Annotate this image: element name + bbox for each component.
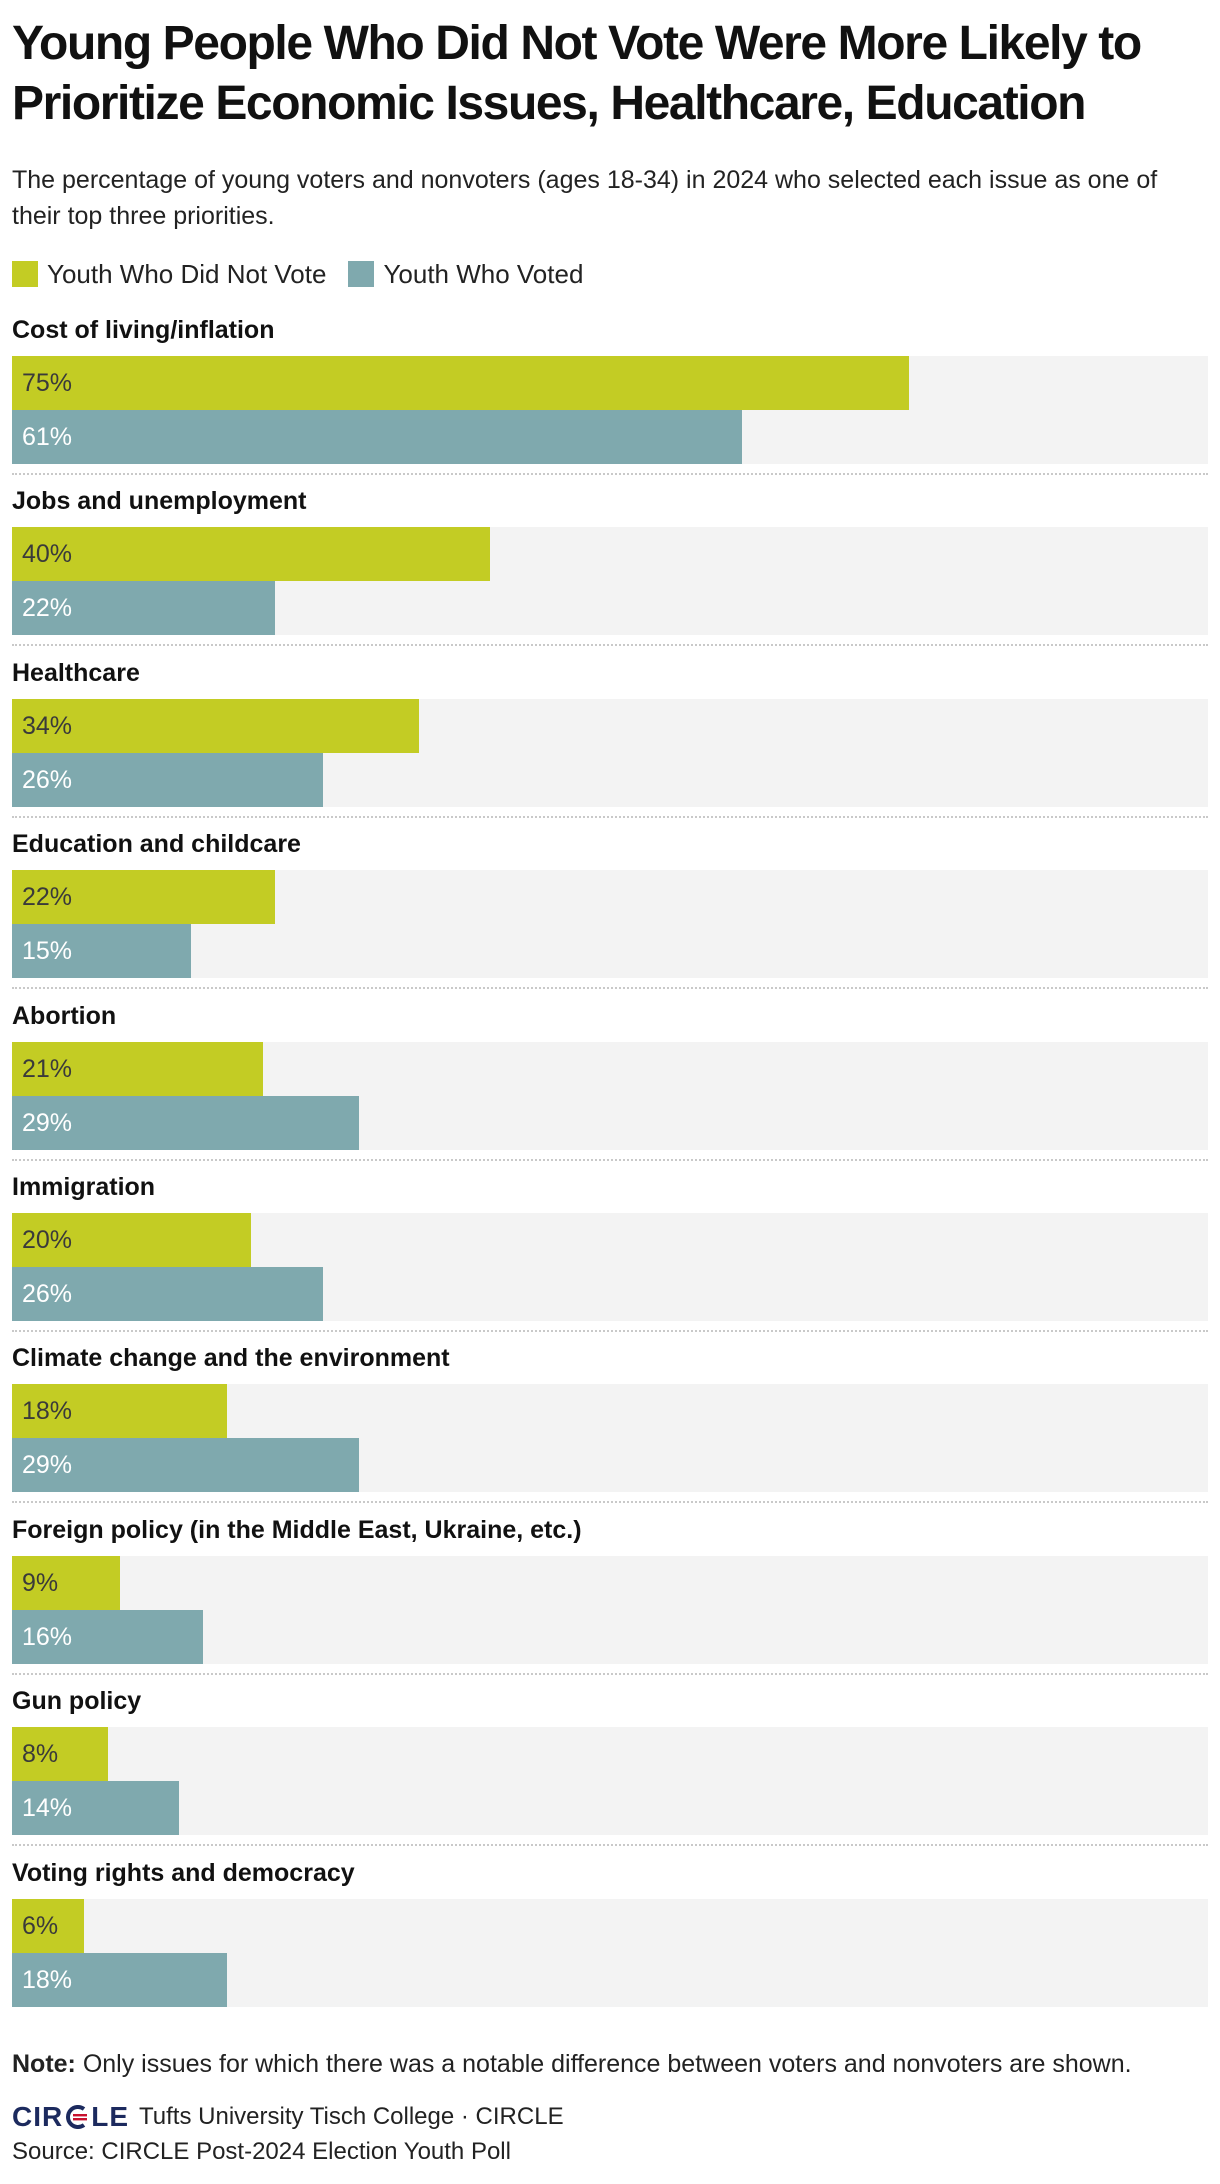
data-label-voters-climate-change-and-the-environment: 29% bbox=[22, 1451, 73, 1479]
bar-track-gun-policy: 8% 14% bbox=[12, 1727, 1208, 1835]
bar-nonvoters-immigration bbox=[12, 1213, 252, 1267]
data-label-nonvoters-gun-policy: 8% bbox=[22, 1740, 59, 1768]
category-label-cost-of-living-inflation: Cost of living/inflation bbox=[12, 316, 275, 344]
legend-label-voters: Youth Who Voted bbox=[383, 258, 584, 289]
category-label-immigration: Immigration bbox=[12, 1173, 156, 1201]
group-divider bbox=[12, 816, 1208, 818]
organization-credit: CIR LE Tufts University Tisch College · … bbox=[12, 2100, 564, 2134]
logo-text-left: CIR bbox=[12, 2101, 64, 2132]
bar-voters-jobs-and-unemployment bbox=[12, 581, 276, 635]
bar-nonvoters-education-and-childcare bbox=[12, 870, 276, 924]
source-line: Source: CIRCLE Post-2024 Election Youth … bbox=[12, 2138, 511, 2165]
bar-voters-healthcare bbox=[12, 753, 323, 807]
logo-text-right: LE bbox=[91, 2101, 130, 2132]
data-label-voters-education-and-childcare: 15% bbox=[22, 937, 73, 965]
bar-voters-gun-policy bbox=[12, 1781, 180, 1835]
bar-nonvoters-healthcare bbox=[12, 699, 419, 753]
category-label-climate-change-and-the-environment: Climate change and the environment bbox=[12, 1344, 450, 1372]
bar-track-foreign-policy-in-the-middle-east-ukraine-etc: 9% 16% bbox=[12, 1556, 1208, 1664]
data-label-nonvoters-abortion: 21% bbox=[22, 1055, 73, 1083]
data-label-voters-abortion: 29% bbox=[22, 1109, 73, 1137]
legend-swatch-voters bbox=[348, 261, 375, 287]
bar-voters-climate-change-and-the-environment bbox=[12, 1438, 359, 1492]
bar-voters-abortion bbox=[12, 1096, 359, 1150]
category-label-gun-policy: Gun policy bbox=[12, 1687, 142, 1715]
data-label-nonvoters-immigration: 20% bbox=[22, 1226, 73, 1254]
bar-track-climate-change-and-the-environment: 18% 29% bbox=[12, 1384, 1208, 1492]
category-label-healthcare: Healthcare bbox=[12, 659, 140, 687]
bar-track-abortion: 21% 29% bbox=[12, 1042, 1208, 1150]
group-divider bbox=[12, 1330, 1208, 1332]
data-label-voters-immigration: 26% bbox=[22, 1280, 73, 1308]
bar-voters-immigration bbox=[12, 1267, 323, 1321]
bar-track-education-and-childcare: 22% 15% bbox=[12, 870, 1208, 978]
group-divider bbox=[12, 1673, 1208, 1675]
logo-mark-icon bbox=[66, 2105, 88, 2129]
bar-voters-voting-rights-and-democracy bbox=[12, 1953, 228, 2007]
bar-track-cost-of-living-inflation: 75% 61% bbox=[12, 356, 1208, 464]
legend-item-nonvoters: Youth Who Did Not Vote bbox=[12, 259, 326, 290]
data-label-voters-voting-rights-and-democracy: 18% bbox=[22, 1966, 73, 1994]
data-label-nonvoters-foreign-policy-in-the-middle-east-ukraine-etc: 9% bbox=[22, 1569, 59, 1597]
chart-title: Young People Who Did Not Vote Were More … bbox=[12, 17, 1142, 130]
bar-voters-education-and-childcare bbox=[12, 924, 192, 978]
category-label-education-and-childcare: Education and childcare bbox=[12, 830, 301, 858]
group-divider bbox=[12, 644, 1208, 646]
group-divider bbox=[12, 1844, 1208, 1846]
category-label-foreign-policy-in-the-middle-east-ukraine-etc: Foreign policy (in the Middle East, Ukra… bbox=[12, 1516, 582, 1544]
organization-name: Tufts University Tisch College · CIRCLE bbox=[139, 2103, 564, 2130]
note-label: Note: bbox=[12, 2050, 76, 2078]
category-label-voting-rights-and-democracy: Voting rights and democracy bbox=[12, 1859, 355, 1887]
data-label-voters-cost-of-living-inflation: 61% bbox=[22, 423, 73, 451]
bar-nonvoters-abortion bbox=[12, 1042, 264, 1096]
data-label-voters-healthcare: 26% bbox=[22, 766, 73, 794]
circle-logo: CIR LE bbox=[12, 2101, 129, 2133]
bar-voters-foreign-policy-in-the-middle-east-ukraine-etc bbox=[12, 1610, 204, 1664]
data-label-nonvoters-jobs-and-unemployment: 40% bbox=[22, 540, 73, 568]
bar-voters-cost-of-living-inflation bbox=[12, 410, 742, 464]
bar-nonvoters-gun-policy bbox=[12, 1727, 108, 1781]
data-label-nonvoters-climate-change-and-the-environment: 18% bbox=[22, 1397, 73, 1425]
bar-nonvoters-cost-of-living-inflation bbox=[12, 356, 909, 410]
group-divider bbox=[12, 1501, 1208, 1503]
legend: Youth Who Did Not Vote Youth Who Voted bbox=[12, 256, 605, 292]
footnote: Note: Only issues for which there was a … bbox=[12, 2050, 1132, 2079]
data-label-voters-jobs-and-unemployment: 22% bbox=[22, 594, 73, 622]
group-divider bbox=[12, 1159, 1208, 1161]
note-text: Only issues for which there was a notabl… bbox=[75, 2050, 1132, 2078]
bar-track-jobs-and-unemployment: 40% 22% bbox=[12, 527, 1208, 635]
data-label-nonvoters-voting-rights-and-democracy: 6% bbox=[22, 1912, 59, 1940]
group-divider bbox=[12, 987, 1208, 989]
legend-swatch-nonvoters bbox=[12, 261, 38, 287]
legend-item-voters: Youth Who Voted bbox=[348, 259, 583, 290]
bar-nonvoters-foreign-policy-in-the-middle-east-ukraine-etc bbox=[12, 1556, 120, 1610]
legend-label-nonvoters: Youth Who Did Not Vote bbox=[47, 258, 327, 289]
data-label-voters-foreign-policy-in-the-middle-east-ukraine-etc: 16% bbox=[22, 1623, 73, 1651]
group-divider bbox=[12, 473, 1208, 475]
data-label-nonvoters-education-and-childcare: 22% bbox=[22, 883, 73, 911]
category-label-abortion: Abortion bbox=[12, 1002, 117, 1030]
data-label-nonvoters-healthcare: 34% bbox=[22, 712, 73, 740]
chart-subtitle: The percentage of young voters and nonvo… bbox=[12, 166, 1158, 230]
bar-track-healthcare: 34% 26% bbox=[12, 699, 1208, 807]
bar-nonvoters-jobs-and-unemployment bbox=[12, 527, 491, 581]
bar-track-immigration: 20% 26% bbox=[12, 1213, 1208, 1321]
bar-nonvoters-voting-rights-and-democracy bbox=[12, 1899, 84, 1953]
category-label-jobs-and-unemployment: Jobs and unemployment bbox=[12, 487, 307, 515]
data-label-nonvoters-cost-of-living-inflation: 75% bbox=[22, 369, 73, 397]
bar-nonvoters-climate-change-and-the-environment bbox=[12, 1384, 228, 1438]
data-label-voters-gun-policy: 14% bbox=[22, 1794, 73, 1822]
bar-track-voting-rights-and-democracy: 6% 18% bbox=[12, 1899, 1208, 2007]
